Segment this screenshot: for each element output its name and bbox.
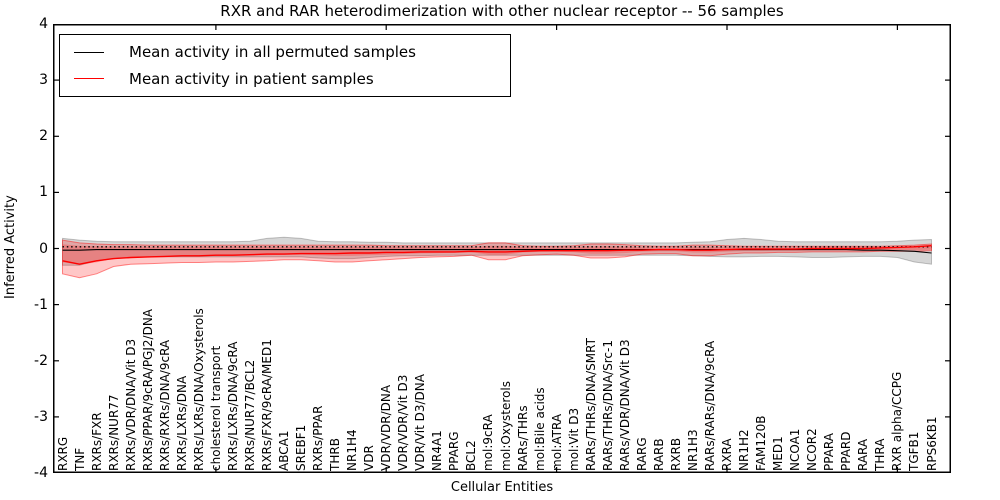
- x-tick-label: NR1H4: [345, 429, 360, 471]
- x-tick-label: RXRs/LXRs/DNA/9cRA: [225, 341, 240, 472]
- x-tick-label: mol:Vit D3: [566, 407, 581, 471]
- x-tick-label: RXRB: [668, 437, 683, 471]
- x-tick-label: mol:ATRA: [549, 413, 564, 471]
- y-axis-title: Inferred Activity: [3, 195, 18, 299]
- x-tick-label: RARA: [856, 438, 871, 471]
- x-tick-label: VDR: [362, 445, 377, 471]
- x-tick-label: VDR/VDR/DNA: [379, 384, 394, 471]
- x-tick-label: RXRs/NUR77: [106, 394, 121, 471]
- legend-line-sample-black-icon: [74, 51, 104, 53]
- y-tick-label: 4: [39, 16, 48, 32]
- x-tick-label: VDR/VDR/Vit D3: [396, 374, 411, 471]
- legend-item-patient: Mean activity in patient samples: [60, 66, 510, 92]
- legend: Mean activity in all permuted samples Me…: [59, 34, 511, 97]
- x-tick-label: RARs/THRs: [515, 405, 530, 471]
- x-tick-label: NCOR2: [805, 428, 820, 471]
- x-tick-label: RARG: [634, 437, 649, 471]
- x-tick-label: cholesterol transport: [208, 345, 223, 471]
- x-tick-label: TGFB1: [907, 431, 922, 471]
- x-tick-label: FAM120B: [754, 415, 769, 472]
- x-tick-label: THRA: [873, 438, 888, 471]
- legend-item-permuted: Mean activity in all permuted samples: [60, 39, 510, 65]
- line-mean-patient: [62, 245, 932, 265]
- x-tick-label: TNF: [72, 447, 87, 471]
- y-tick-label: -1: [34, 296, 48, 313]
- x-tick-label: NR1H2: [737, 429, 752, 471]
- x-tick-label: BCL2: [464, 440, 479, 471]
- x-tick-label: RARs/RARs/DNA/9cRA: [702, 340, 717, 471]
- x-tick-label: PPARG: [447, 431, 462, 471]
- x-tick-label: VDR/Vit D3/DNA: [413, 374, 428, 471]
- x-tick-label: RARs/THRs/DNA/SMRT: [583, 338, 598, 471]
- x-tick-label: RXRs/LXRs/DNA/Oxysterols: [191, 308, 206, 471]
- x-tick-label: PPARD: [839, 431, 854, 472]
- x-tick-label: NCOA1: [788, 428, 803, 471]
- x-tick-label: RXRs/NUR77/BCL2: [242, 359, 257, 471]
- y-tick-label: -2: [34, 352, 48, 369]
- x-tick-label: mol:Bile acids: [532, 387, 547, 471]
- x-tick-label: NR4A1: [430, 430, 445, 471]
- y-tick-label: -3: [34, 408, 48, 425]
- x-tick-label: PPARA: [822, 433, 837, 471]
- x-tick-label: mol:9cRA: [481, 414, 496, 471]
- x-tick-label: RARs/THRs/DNA/Src-1: [600, 340, 615, 471]
- x-tick-label: RXRs/RXRs/DNA/9cRA: [157, 339, 172, 471]
- x-tick-label: RARB: [651, 438, 666, 471]
- y-tick-label: 0: [39, 240, 48, 257]
- y-tick-label: 1: [39, 184, 48, 201]
- chart-title: RXR and RAR heterodimerization with othe…: [220, 2, 784, 20]
- x-axis-title: Cellular Entities: [450, 480, 554, 495]
- x-tick-label: SREBF1: [294, 424, 309, 471]
- x-tick-label: RXRG: [55, 436, 70, 471]
- legend-label: Mean activity in all permuted samples: [129, 43, 416, 62]
- x-tick-label: RARs/VDR/DNA/Vit D3: [617, 339, 632, 471]
- x-tick-label: MED1: [771, 436, 786, 471]
- plot-area: [53, 24, 951, 473]
- x-tick-label: THRB: [328, 438, 343, 471]
- x-tick-label: ABCA1: [277, 430, 291, 471]
- legend-label: Mean activity in patient samples: [129, 69, 374, 88]
- x-tick-label: RXR alpha/CCPG: [890, 371, 905, 471]
- x-tick-label: RXRs/PPAR/9cRA/PGJ2/DNA: [140, 309, 155, 471]
- x-tick-label: RXRs/FXR: [89, 412, 104, 471]
- x-tick-label: RXRs/FXR/9cRA/MED1: [259, 339, 274, 471]
- x-tick-label: RPS6KB1: [924, 416, 939, 471]
- y-tick-label: 3: [39, 72, 48, 89]
- plot-border: [53, 24, 951, 473]
- x-tick-label: RXRs/LXRs/DNA: [174, 375, 189, 471]
- x-tick-label: NR1H3: [685, 429, 700, 471]
- x-tick-label: mol:Oxysterols: [498, 381, 513, 471]
- y-tick-label: 2: [39, 128, 48, 145]
- legend-line-sample-red-icon: [74, 78, 104, 80]
- x-tick-label: RXRs/PPAR: [311, 405, 326, 471]
- x-tick-label: RXRA: [720, 438, 735, 471]
- y-tick-label: -4: [34, 465, 48, 481]
- x-tick-label: RXRs/VDR/DNA/Vit D3: [123, 338, 138, 471]
